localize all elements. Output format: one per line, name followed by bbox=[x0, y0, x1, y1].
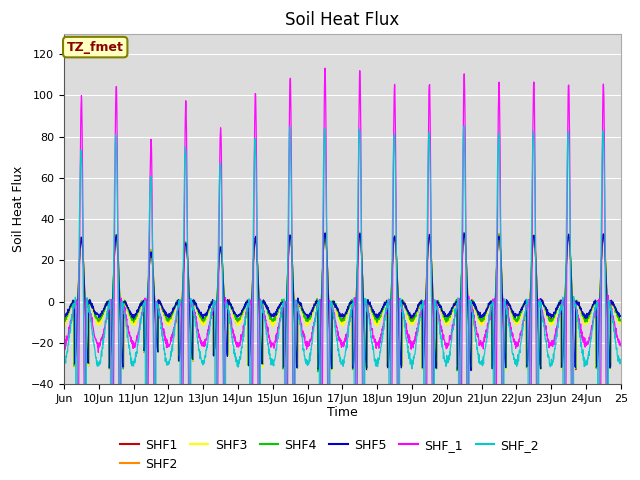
X-axis label: Time: Time bbox=[327, 407, 358, 420]
Title: Soil Heat Flux: Soil Heat Flux bbox=[285, 11, 399, 29]
Legend: SHF1, SHF2, SHF3, SHF4, SHF5, SHF_1, SHF_2: SHF1, SHF2, SHF3, SHF4, SHF5, SHF_1, SHF… bbox=[115, 433, 544, 476]
Text: TZ_fmet: TZ_fmet bbox=[67, 41, 124, 54]
Y-axis label: Soil Heat Flux: Soil Heat Flux bbox=[12, 166, 25, 252]
